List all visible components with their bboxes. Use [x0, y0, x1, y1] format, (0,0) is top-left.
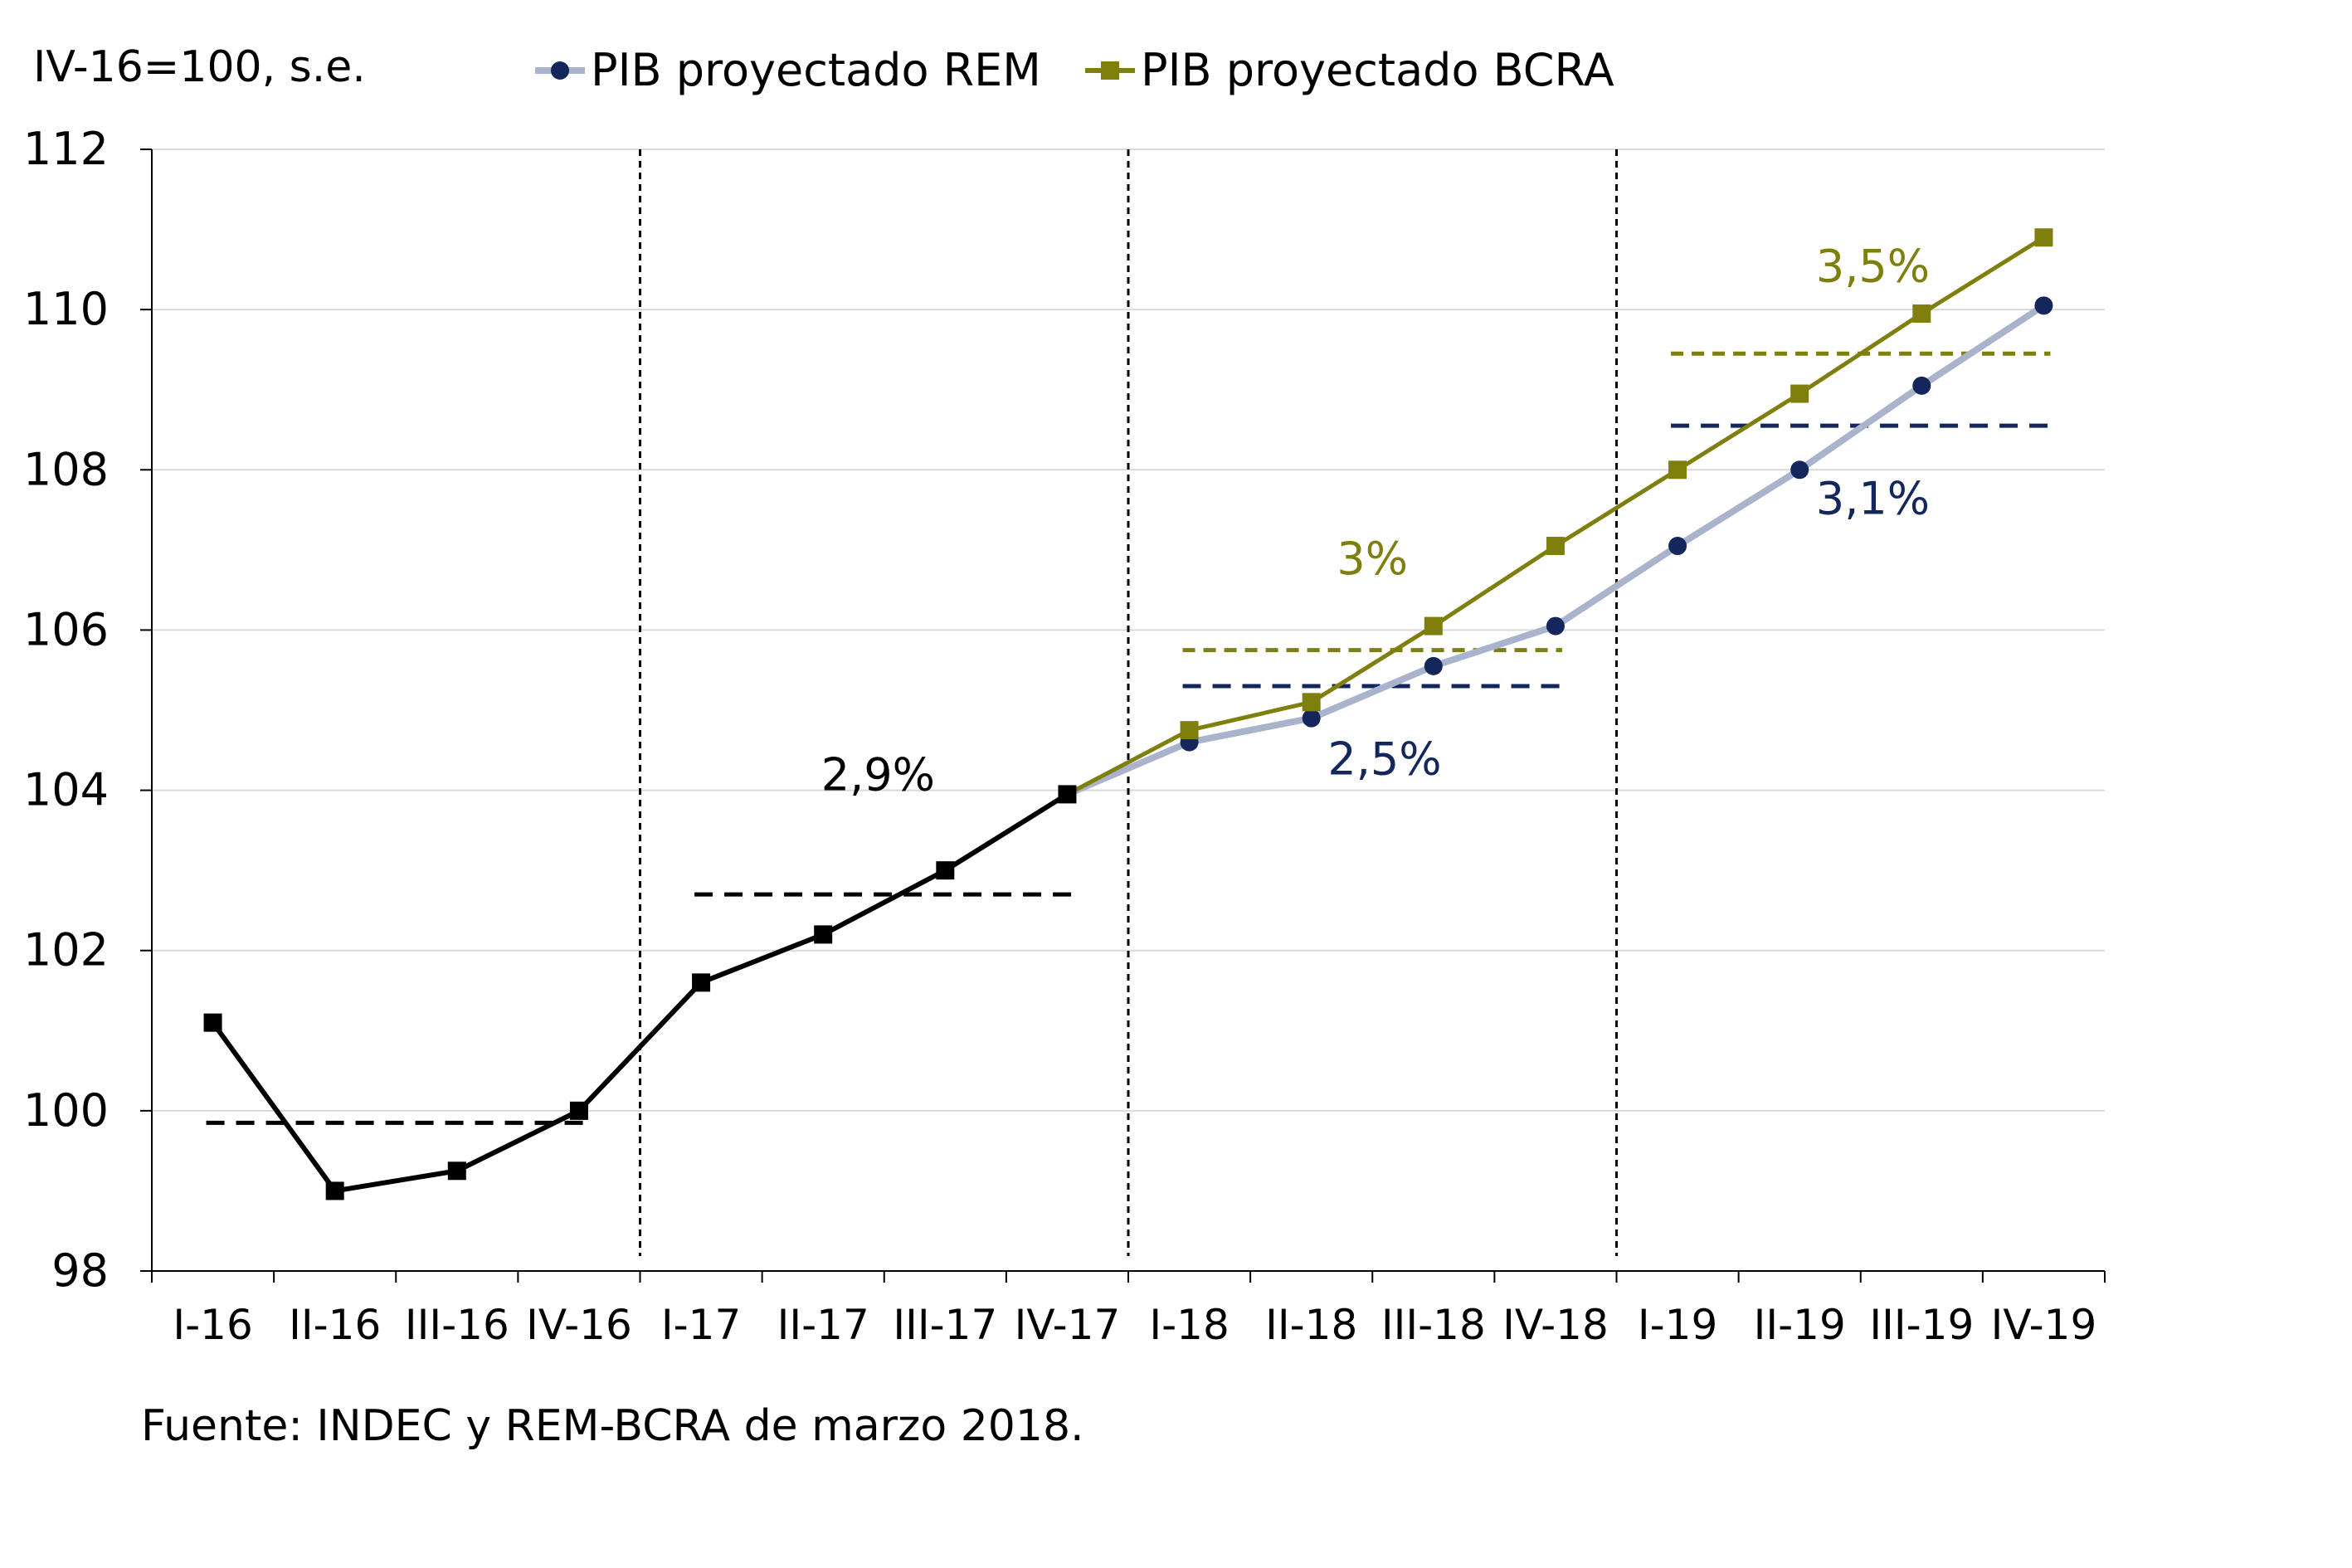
- x-tick-label: II-18: [1265, 1301, 1357, 1349]
- legend-bcra-label: PIB proyectado BCRA: [1141, 44, 1614, 96]
- data-point-historical: [1058, 785, 1077, 804]
- source-note: Fuente: INDEC y REM-BCRA de marzo 2018.: [141, 1401, 1084, 1451]
- y-tick-label: 98: [51, 1244, 109, 1297]
- x-tick-label: IV-17: [1015, 1301, 1121, 1349]
- legend-rem-marker: [551, 61, 569, 80]
- x-tick-label: III-16: [405, 1301, 509, 1349]
- data-point-bcra: [1424, 616, 1443, 635]
- y-tick-label: 106: [23, 603, 109, 655]
- data-point-historical: [325, 1181, 344, 1200]
- data-point-historical: [692, 973, 711, 992]
- data-point-bcra: [1546, 537, 1565, 556]
- growth-annotation: 2,9%: [821, 749, 935, 801]
- y-tick-label: 102: [23, 924, 109, 976]
- data-point-historical: [569, 1101, 588, 1120]
- y-tick-label: 100: [23, 1084, 109, 1137]
- x-tick-label: IV-18: [1502, 1301, 1609, 1349]
- data-point-bcra: [1180, 721, 1199, 740]
- x-tick-label: III-17: [893, 1301, 997, 1349]
- data-point-historical: [814, 925, 833, 944]
- growth-annotation: 3,5%: [1816, 240, 1930, 292]
- legend-item-bcra: PIB proyectado BCRA: [1085, 44, 1614, 96]
- data-point-historical: [203, 1013, 222, 1032]
- data-point-rem: [1790, 460, 1809, 480]
- data-point-rem: [1424, 656, 1443, 675]
- y-tick-label: 112: [23, 123, 109, 175]
- x-tick-label: IV-16: [526, 1301, 632, 1349]
- x-tick-label: III-18: [1381, 1301, 1486, 1349]
- x-tick-label: II-17: [777, 1301, 869, 1349]
- growth-annotation: 2,5%: [1327, 733, 1441, 785]
- data-point-bcra: [1668, 460, 1687, 480]
- legend-item-rem: PIB proyectado REM: [535, 44, 1041, 96]
- unit-label: IV-16=100, s.e.: [33, 42, 366, 92]
- data-point-rem: [1912, 376, 1931, 395]
- axes: 98 100 102 104 106 108 110 112 I-16 II-16 III-16 IV…: [23, 123, 2106, 1349]
- legend-bcra-marker: [1101, 61, 1119, 80]
- data-point-bcra: [2034, 228, 2053, 247]
- data-point-rem: [2034, 296, 2053, 315]
- data-point-rem: [1302, 709, 1321, 728]
- chart-labels: 2,9% 3% 2,5% 3,5% 3,1%: [821, 240, 1930, 801]
- legend-rem-label: PIB proyectado REM: [591, 44, 1041, 96]
- x-tick-label: III-19: [1869, 1301, 1974, 1349]
- x-tick-label: I-16: [173, 1301, 252, 1349]
- x-tick-label: IV-19: [1991, 1301, 2097, 1349]
- data-point-bcra: [1912, 304, 1931, 323]
- y-tick-label: 110: [23, 283, 109, 335]
- x-tick-label: I-19: [1638, 1301, 1717, 1349]
- x-tick-label: II-16: [289, 1301, 381, 1349]
- year-separators: [639, 149, 1618, 1256]
- legend: PIB proyectado REM PIB proyectado BCRA: [535, 44, 1614, 96]
- data-point-rem: [1546, 616, 1565, 635]
- series-markers: [203, 228, 2053, 1200]
- y-tick-label: 104: [23, 764, 109, 816]
- x-tick-label: II-19: [1754, 1301, 1846, 1349]
- y-tick-label: 108: [23, 443, 109, 495]
- x-tick-label: I-18: [1149, 1301, 1229, 1349]
- data-point-historical: [447, 1161, 466, 1181]
- data-point-historical: [936, 861, 955, 880]
- growth-annotation: 3,1%: [1816, 472, 1930, 524]
- x-tick-label: I-17: [661, 1301, 741, 1349]
- data-point-bcra: [1302, 693, 1321, 712]
- series-line-historical: [211, 791, 1069, 1194]
- growth-annotation: 3%: [1337, 533, 1408, 585]
- data-point-bcra: [1790, 384, 1809, 403]
- data-point-rem: [1668, 537, 1687, 556]
